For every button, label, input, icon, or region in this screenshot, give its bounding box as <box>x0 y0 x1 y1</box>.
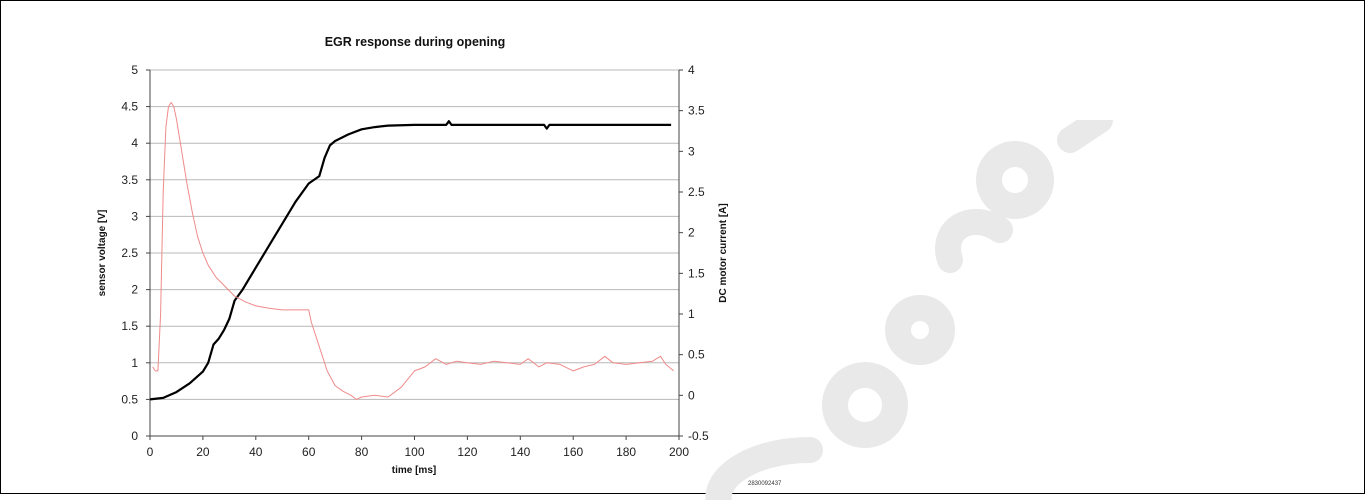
series-line-motor-current <box>152 102 675 400</box>
x-tick-label: 20 <box>196 445 210 459</box>
axes <box>146 69 683 440</box>
tick-labels: 0 20 40 60 80 100 120 140 160 180 20000.511.522.53… <box>121 63 709 459</box>
y2-tick-label: -0.5 <box>688 429 709 443</box>
x-tick-label: 120 <box>457 445 477 459</box>
figure-id: 2830092437 <box>748 481 782 487</box>
y2-tick-label: 0.5 <box>688 348 705 362</box>
y-tick-label: 0 <box>131 429 138 443</box>
chart-title: EGR response during opening <box>325 35 506 49</box>
x-axis-label: time [ms] <box>392 465 436 476</box>
y-tick-label: 5 <box>131 63 138 77</box>
x-tick-label: 140 <box>510 445 530 459</box>
y-tick-label: 1.5 <box>121 319 138 333</box>
x-tick-label: 40 <box>249 445 263 459</box>
y2-tick-label: 2.5 <box>688 185 705 199</box>
y-axis-label: sensor voltage [V] <box>97 210 108 297</box>
x-tick-label: 160 <box>563 445 583 459</box>
y2-tick-label: 1.5 <box>688 266 705 280</box>
x-tick-label: 60 <box>302 445 316 459</box>
y-tick-label: 2 <box>131 283 138 297</box>
y-tick-label: 4.5 <box>121 100 138 114</box>
y2-tick-label: 3.5 <box>688 104 705 118</box>
series-lines <box>149 102 675 401</box>
y2-tick-label: 2 <box>688 226 695 240</box>
y2-tick-label: 3 <box>688 144 695 158</box>
y2-tick-label: 1 <box>688 307 695 321</box>
x-tick-label: 80 <box>355 445 369 459</box>
x-tick-label: 100 <box>404 445 424 459</box>
y-tick-label: 1 <box>131 356 138 370</box>
y2-tick-label: 4 <box>688 63 695 77</box>
y-tick-label: 4 <box>131 136 138 150</box>
y-tick-label: 3.5 <box>121 173 138 187</box>
y-tick-label: 3 <box>131 209 138 223</box>
y2-tick-label: 0 <box>688 388 695 402</box>
y-tick-label: 2.5 <box>121 246 138 260</box>
x-tick-label: 180 <box>616 445 636 459</box>
y2-axis-label: DC motor current [A] <box>718 203 729 302</box>
x-tick-label: 200 <box>669 445 689 459</box>
y-tick-label: 0.5 <box>121 392 138 406</box>
x-tick-label: 0 <box>147 445 154 459</box>
series-line-sensor-voltage <box>149 120 672 401</box>
